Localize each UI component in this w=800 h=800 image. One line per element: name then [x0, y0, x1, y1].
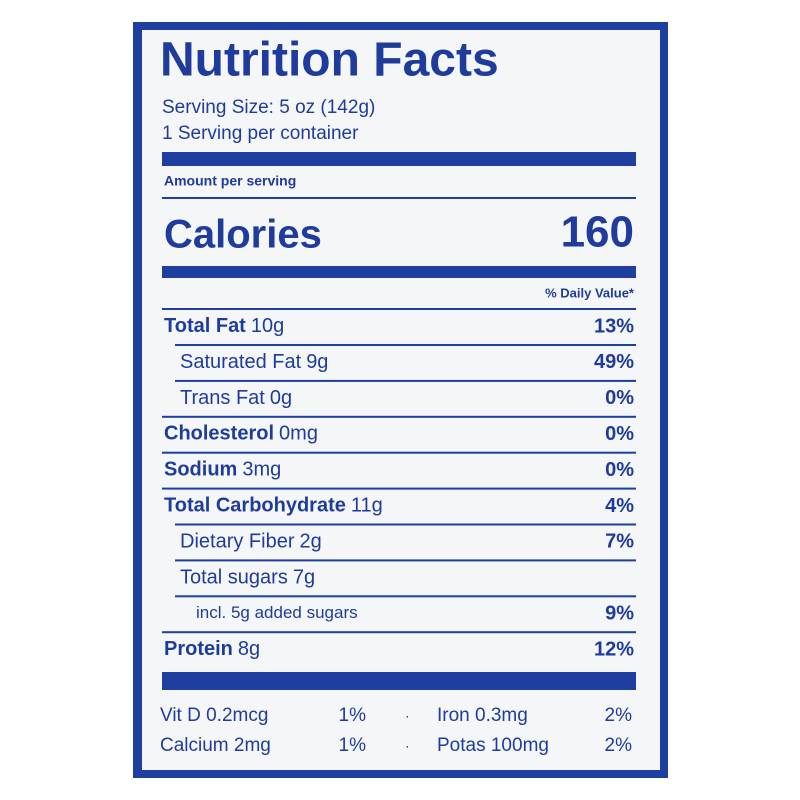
daily-value: 0% — [605, 423, 634, 445]
nutrient-name: Total Carbohydrate — [164, 495, 346, 517]
nutrient-amount: 0mg — [279, 423, 318, 445]
nutrient: Protein 8g — [164, 638, 260, 660]
nutrient-name: Total Fat — [164, 315, 246, 337]
rule — [175, 595, 636, 598]
nutrient-name: Trans Fat — [180, 387, 265, 409]
nutrient-name: Saturated Fat — [180, 351, 302, 373]
amount-per-serving: Amount per serving — [164, 173, 296, 189]
nutrient-name: incl. 5g added sugars — [196, 604, 358, 623]
rule — [175, 344, 636, 346]
rule — [162, 308, 636, 310]
nutrient-amount: 10g — [251, 315, 284, 337]
nutrient-amount: 8g — [238, 638, 260, 660]
title: Nutrition Facts — [160, 34, 499, 87]
nutrient: Total Carbohydrate 11g — [164, 495, 383, 517]
thick-rule — [162, 266, 636, 278]
nutrient: Dietary Fiber 2g — [180, 531, 322, 553]
daily-value-header: % Daily Value* — [545, 285, 635, 300]
nutrient: Sodium 3mg — [164, 459, 281, 481]
rule — [162, 451, 636, 454]
nutrient: Total Fat 10g — [164, 315, 284, 337]
daily-value: 49% — [594, 351, 634, 373]
nutrient-amount: 2g — [299, 531, 321, 553]
nutrient-amount: 9g — [306, 351, 328, 373]
daily-value: 13% — [594, 315, 634, 337]
nutrient-name: Sodium — [164, 459, 237, 481]
daily-value: 9% — [605, 602, 634, 624]
daily-value: 12% — [594, 638, 634, 660]
mineral-dv: 1% — [339, 735, 367, 756]
nutrient: Trans Fat 0g — [180, 387, 292, 409]
separator-dot: · — [405, 708, 410, 724]
separator-dot: · — [405, 738, 410, 754]
rule — [162, 487, 636, 490]
nutrient: Cholesterol 0mg — [164, 423, 318, 445]
nutrient: incl. 5g added sugars — [196, 604, 358, 623]
servings: 1 Serving per container — [162, 123, 359, 144]
mineral-name: Potas 100mg — [437, 735, 549, 756]
nutrient-name: Total sugars — [180, 567, 288, 589]
mineral-dv: 2% — [605, 705, 633, 726]
nutrient-amount: 0g — [270, 387, 292, 409]
mineral-dv: 2% — [605, 735, 633, 756]
rule — [162, 415, 636, 418]
nutrient-name: Protein — [164, 638, 233, 660]
nutrient-amount: 11g — [351, 495, 383, 517]
daily-value: 0% — [605, 459, 634, 481]
nutrient-name: Dietary Fiber — [180, 531, 295, 553]
serving-size: Serving Size: 5 oz (142g) — [162, 97, 375, 118]
rule — [162, 197, 636, 199]
daily-value: 7% — [605, 531, 634, 553]
daily-value: 0% — [605, 387, 634, 409]
mineral-dv: 1% — [339, 705, 367, 726]
mineral-name: Calcium 2mg — [160, 735, 271, 756]
nutrient: Saturated Fat 9g — [180, 351, 328, 373]
thick-rule — [162, 152, 636, 166]
nutrient-amount: 3mg — [242, 459, 281, 481]
rule — [162, 631, 636, 634]
daily-value: 4% — [605, 495, 634, 517]
nutrient: Total sugars 7g — [180, 567, 315, 589]
mineral-name: Iron 0.3mg — [437, 705, 528, 726]
rule — [175, 559, 636, 562]
nutrient-name: Cholesterol — [164, 423, 274, 445]
thick-rule — [162, 672, 636, 690]
mineral-name: Vit D 0.2mcg — [160, 705, 268, 726]
calories-value: 160 — [561, 208, 634, 257]
calories-label: Calories — [164, 213, 322, 257]
rule — [175, 523, 636, 526]
nutrient-amount: 7g — [293, 567, 315, 589]
rule — [175, 379, 636, 382]
